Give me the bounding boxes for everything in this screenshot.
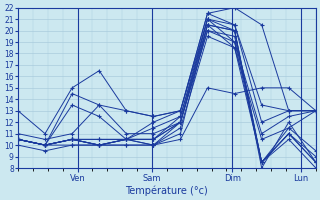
X-axis label: Température (°c): Température (°c) (125, 185, 208, 196)
